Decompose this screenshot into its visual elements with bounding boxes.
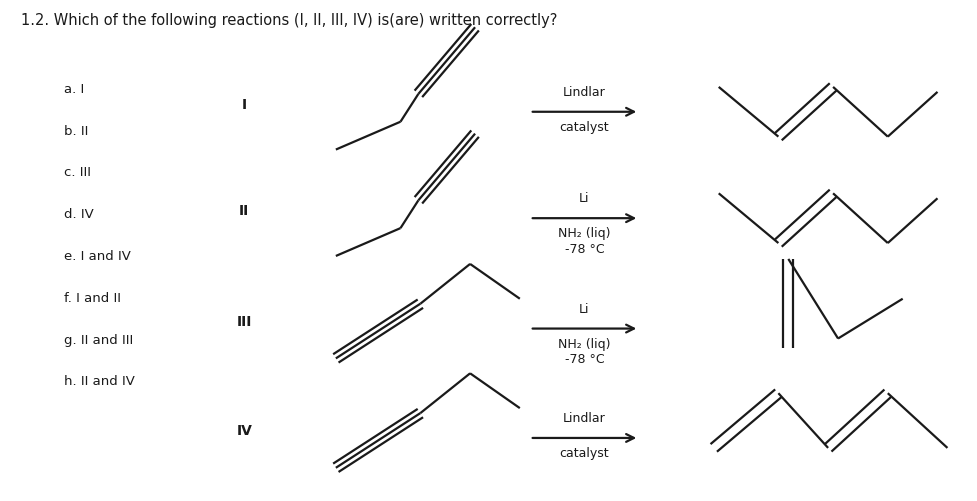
Text: g. II and III: g. II and III bbox=[64, 333, 134, 346]
Text: Lindlar: Lindlar bbox=[563, 411, 606, 424]
Text: c. III: c. III bbox=[64, 166, 92, 179]
Text: h. II and IV: h. II and IV bbox=[64, 375, 135, 388]
Text: NH₂ (liq): NH₂ (liq) bbox=[558, 226, 611, 239]
Text: a. I: a. I bbox=[64, 83, 85, 96]
Text: b. II: b. II bbox=[64, 124, 89, 137]
Text: Li: Li bbox=[579, 192, 590, 205]
Text: II: II bbox=[239, 204, 249, 218]
Text: Lindlar: Lindlar bbox=[563, 86, 606, 99]
Text: I: I bbox=[241, 98, 247, 112]
Text: IV: IV bbox=[236, 423, 252, 437]
Text: catalyst: catalyst bbox=[560, 120, 610, 133]
Text: -78 °C: -78 °C bbox=[565, 242, 605, 256]
Text: III: III bbox=[236, 314, 252, 328]
Text: -78 °C: -78 °C bbox=[565, 353, 605, 366]
Text: 1.2. Which of the following reactions (I, II, III, IV) is(are) written correctly: 1.2. Which of the following reactions (I… bbox=[21, 14, 557, 28]
Text: catalyst: catalyst bbox=[560, 446, 610, 459]
Text: d. IV: d. IV bbox=[64, 208, 94, 221]
Text: f. I and II: f. I and II bbox=[64, 291, 121, 304]
Text: e. I and IV: e. I and IV bbox=[64, 249, 131, 263]
Text: Li: Li bbox=[579, 302, 590, 315]
Text: NH₂ (liq): NH₂ (liq) bbox=[558, 337, 611, 350]
